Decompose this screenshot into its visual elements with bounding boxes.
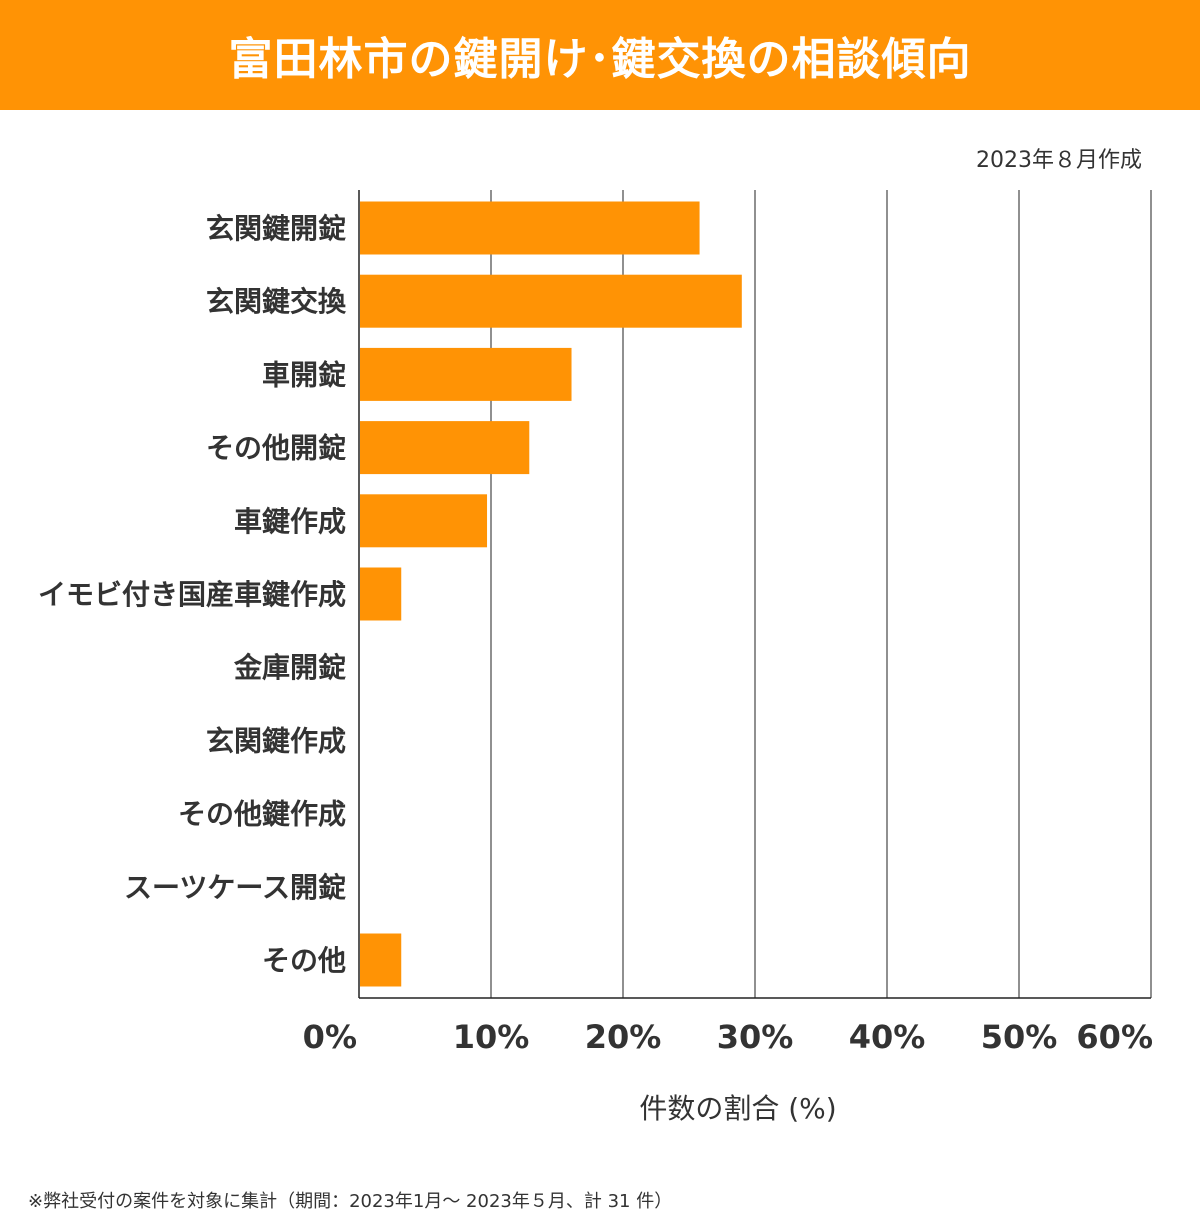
x-tick-label: 40% [849,1018,926,1056]
footnote: ※弊社受付の案件を対象に集計（期間：2023年1月～ 2023年５月、計 31 … [28,1191,673,1212]
category-label: スーツケース開錠 [124,871,346,904]
category-label: その他開錠 [206,432,346,465]
x-tick-label: 20% [585,1018,662,1056]
category-label: イモビ付き国産車鍵作成 [38,578,346,611]
creation-date: 2023年８月作成 [976,148,1142,173]
x-tick-label: 10% [453,1018,530,1056]
x-tick-label: 60% [1076,1018,1153,1056]
bar [360,567,402,621]
x-tick-label: 30% [717,1018,794,1056]
category-label: 玄関鍵交換 [206,285,347,318]
bar [360,201,700,255]
chart-header: 富田林市の鍵開け･鍵交換の相談傾向 [0,0,1200,110]
bar [360,347,572,401]
x-tick-label: 50% [981,1018,1058,1056]
category-label: 車開錠 [262,358,346,391]
category-label: その他鍵作成 [178,798,346,831]
category-label: 玄関鍵作成 [206,724,346,757]
x-tick-label: 0% [303,1018,357,1056]
x-axis-title: 件数の割合 (%) [639,1092,836,1125]
category-label: その他 [262,944,346,977]
bar [360,494,488,548]
bar [360,421,530,475]
bar [360,933,402,987]
bar [360,274,742,328]
category-label: 金庫開錠 [233,651,346,684]
category-label: 玄関鍵開錠 [206,212,346,245]
category-label: 車鍵作成 [234,505,346,538]
chart-title: 富田林市の鍵開け･鍵交換の相談傾向 [228,34,972,85]
